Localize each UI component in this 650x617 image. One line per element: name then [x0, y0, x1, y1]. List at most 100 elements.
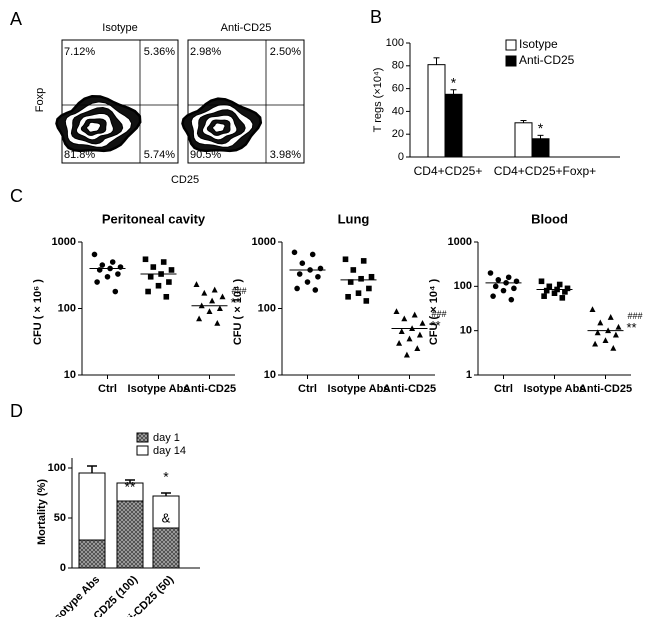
panel-label: B: [370, 7, 382, 27]
quadrant-percent: 3.98%: [270, 149, 301, 161]
bar: [427, 64, 446, 158]
legend-swatch: [505, 55, 517, 67]
annotation: *: [451, 74, 457, 90]
point: [414, 345, 421, 352]
point: [94, 279, 100, 285]
bar-segment: [116, 482, 144, 502]
point: [602, 337, 609, 344]
point: [398, 328, 405, 335]
point: [214, 319, 221, 326]
point: [216, 305, 223, 311]
legend-swatch: [505, 39, 517, 51]
y-axis-label: Foxp: [34, 88, 46, 112]
point: [145, 288, 151, 295]
x-tick-label: Ctrl: [298, 383, 317, 395]
contour: [86, 121, 102, 133]
plot-title: Isotype: [102, 22, 137, 34]
legend-label: day 1: [153, 432, 180, 444]
point: [142, 256, 149, 263]
point: [206, 308, 213, 315]
annotation: *: [538, 120, 544, 136]
point: [393, 308, 400, 315]
y-tick-label: 1: [466, 369, 472, 381]
legend-swatch: [136, 432, 149, 443]
point: [104, 273, 111, 280]
bar: [531, 138, 550, 158]
point: [541, 293, 547, 299]
bar-segment: [78, 472, 106, 541]
y-tick-label: 60: [392, 83, 404, 95]
x-tick-label: Ctrl: [98, 383, 117, 395]
point: [406, 335, 413, 342]
bar-segment: [152, 495, 180, 529]
point: [538, 278, 545, 285]
point: [368, 273, 375, 280]
point: [546, 283, 553, 290]
point: [610, 345, 617, 351]
point: [490, 293, 496, 299]
point: [219, 293, 226, 300]
y-tick-label: 10: [460, 325, 472, 337]
y-tick-label: 1000: [448, 236, 472, 248]
contour: [212, 122, 226, 133]
x-tick-label: Isotype Abs: [524, 383, 586, 395]
annotation: **: [627, 320, 637, 335]
annotation: **: [431, 318, 441, 333]
x-tick-label: Anti-CD25: [579, 383, 632, 395]
point: [508, 296, 515, 303]
point: [562, 289, 568, 295]
point: [147, 273, 154, 280]
chart-title: Peritoneal cavity: [102, 211, 206, 226]
point: [589, 306, 596, 313]
point: [358, 275, 364, 282]
bar-segment: [152, 527, 180, 569]
point: [347, 279, 354, 285]
panel-label: D: [10, 401, 23, 421]
y-tick-label: 100: [386, 37, 404, 49]
y-tick-label: 10: [64, 369, 76, 381]
point: [500, 287, 507, 294]
point: [312, 287, 319, 293]
point: [160, 259, 167, 265]
y-axis-label: T regs (×10⁴): [372, 68, 384, 133]
x-tick-label: Isotype Abs: [128, 383, 190, 395]
x-tick-label: CD4+CD25+Foxp+: [494, 164, 596, 178]
point: [345, 293, 351, 300]
point: [511, 285, 517, 292]
annotation: **: [231, 295, 241, 310]
panel-label: C: [10, 186, 23, 206]
point: [411, 311, 418, 318]
point: [350, 267, 357, 273]
legend-label: Anti-CD25: [519, 53, 575, 67]
quadrant-percent: 5.36%: [144, 46, 175, 58]
point: [396, 339, 403, 346]
bar-segment: [116, 500, 144, 569]
legend-label: day 14: [153, 445, 186, 457]
point: [607, 314, 614, 320]
point: [315, 273, 321, 280]
point: [342, 256, 349, 263]
x-axis-label: CD25: [171, 174, 199, 186]
y-tick-label: 80: [392, 60, 404, 72]
point: [366, 285, 372, 292]
point: [168, 267, 175, 273]
annotation: ###: [432, 309, 447, 319]
legend-swatch: [136, 445, 149, 456]
y-tick-label: 0: [398, 151, 404, 163]
point: [487, 270, 494, 276]
x-tick-label: CD4+CD25+: [414, 164, 483, 178]
x-tick-label: Anti-CD25: [383, 383, 436, 395]
x-tick-label: Ctrl: [494, 383, 513, 395]
bar-segment: [78, 539, 106, 569]
point: [299, 260, 306, 266]
point: [505, 274, 512, 281]
point: [155, 282, 162, 289]
plot-title: Anti-CD25: [221, 22, 272, 34]
annotation: **: [125, 479, 136, 495]
point: [416, 331, 423, 338]
point: [304, 279, 311, 285]
point: [543, 287, 550, 294]
quadrant-percent: 2.98%: [190, 46, 221, 58]
point: [201, 289, 208, 296]
